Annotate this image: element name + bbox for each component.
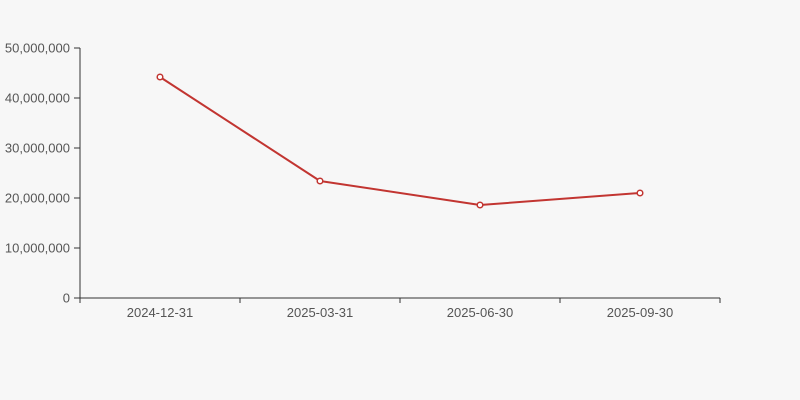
data-point-marker <box>316 177 324 185</box>
data-series <box>156 73 644 209</box>
y-axis-label: 50,000,000 <box>5 41 70 56</box>
y-axis: 0 10,000,000 20,000,000 30,000,000 40,000,00… <box>5 41 81 306</box>
y-axis-label: 30,000,000 <box>5 141 70 156</box>
y-axis-label: 20,000,000 <box>5 191 70 206</box>
y-axis-label: 40,000,000 <box>5 91 70 106</box>
y-axis-label: 0 <box>63 291 70 306</box>
data-point-marker <box>636 189 644 197</box>
x-axis-label: 2025-03-31 <box>287 305 354 320</box>
x-axis-label: 2025-09-30 <box>607 305 674 320</box>
x-axis-label: 2024-12-31 <box>127 305 194 320</box>
x-axis: 2024-12-31 2025-03-31 2025-06-30 2025-09-30 <box>79 297 721 320</box>
data-point-marker <box>476 201 484 209</box>
data-point-marker <box>156 73 164 81</box>
data-line <box>159 76 641 206</box>
x-axis-label: 2025-06-30 <box>447 305 514 320</box>
y-axis-label: 10,000,000 <box>5 241 70 256</box>
